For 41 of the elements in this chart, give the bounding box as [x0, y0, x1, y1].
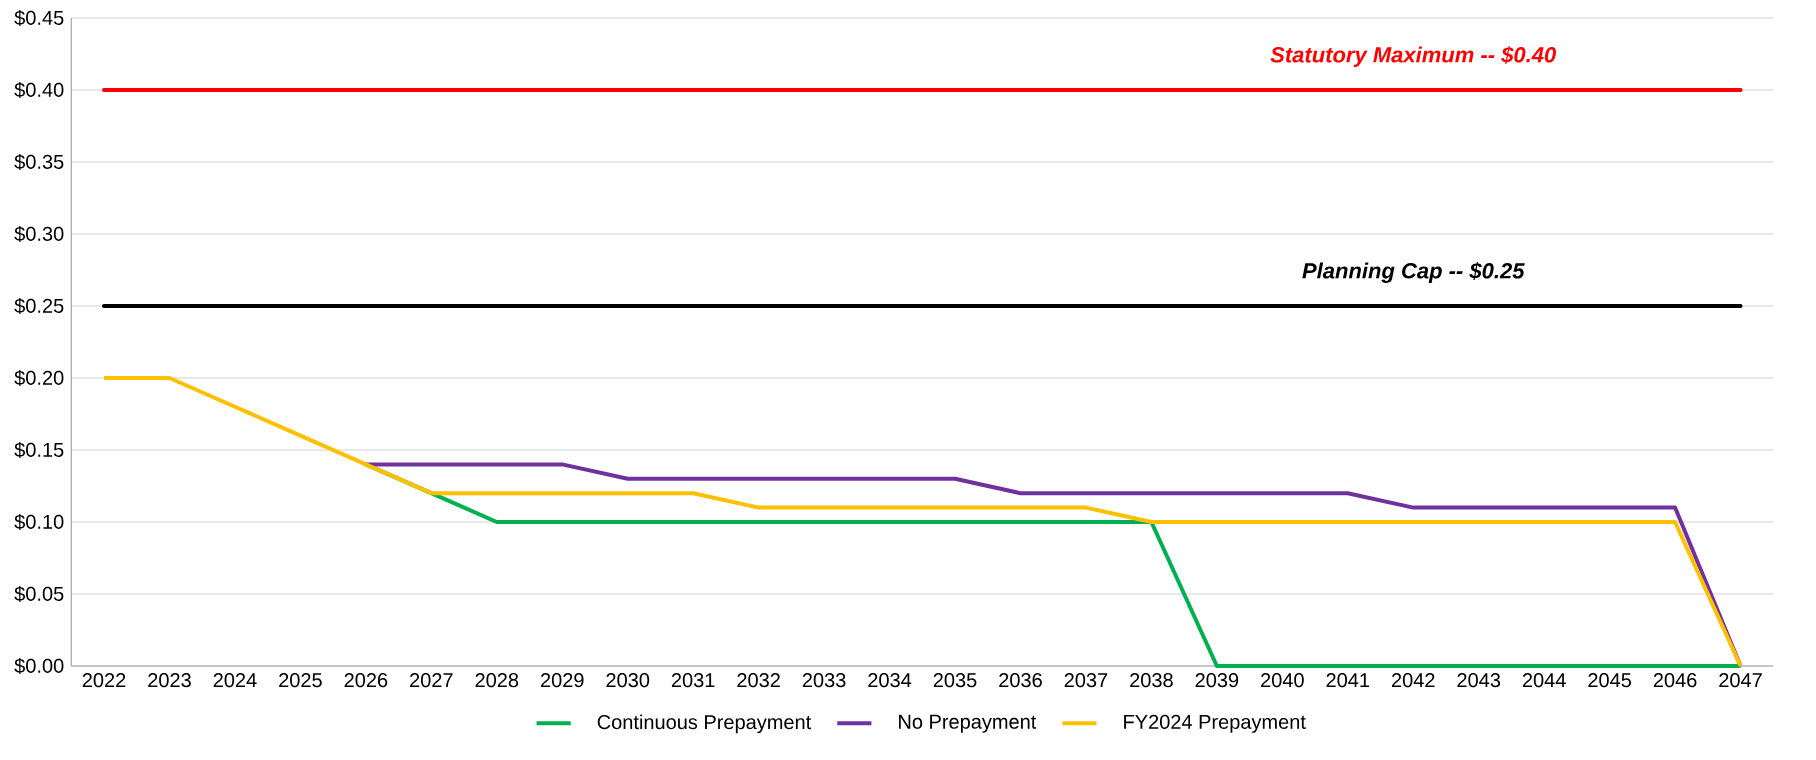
x-tick-label: 2041 [1326, 673, 1370, 688]
x-tick-label: 2035 [933, 673, 977, 688]
y-tick-label: $0.20 [14, 369, 64, 387]
x-tick-label: 2023 [148, 673, 191, 688]
legend-label: FY2024 Prepayment [1124, 714, 1306, 733]
y-tick-label: $0.35 [14, 153, 64, 171]
x-tick-label: 2037 [1064, 673, 1108, 688]
x-tick-label: 2030 [606, 673, 650, 688]
x-tick-label: 2038 [1130, 673, 1173, 688]
x-tick-label: 2045 [1588, 673, 1632, 688]
x-tick-label: 2042 [1391, 673, 1435, 688]
x-tick-label: 2032 [737, 673, 780, 688]
x-tick-label: 2044 [1522, 673, 1566, 688]
y-tick-label: $0.25 [14, 297, 64, 315]
x-tick-label: 2039 [1195, 673, 1239, 688]
x-tick-label: 2046 [1653, 673, 1697, 688]
y-tick-label: $0.00 [14, 657, 64, 675]
x-tick-label: 2043 [1457, 673, 1501, 688]
x-tick-label: 2022 [82, 673, 126, 688]
x-tick-label: 2034 [868, 673, 912, 688]
x-tick-label: 2031 [671, 673, 715, 688]
ref-line-label: Statutory Maximum -- $0.40 [1270, 46, 1557, 67]
x-tick-label: 2026 [344, 673, 388, 688]
y-tick-label: $0.30 [14, 225, 64, 243]
x-tick-label: 2024 [213, 673, 257, 688]
y-tick-label: $0.15 [14, 441, 64, 459]
x-tick-label: 2029 [541, 673, 584, 688]
x-tick-label: 2027 [410, 673, 453, 688]
x-tick-label: 2047 [1719, 673, 1762, 688]
legend-label: Continuous Prepayment [597, 714, 812, 734]
x-tick-label: 2033 [802, 673, 846, 688]
x-tick-label: 2036 [999, 673, 1042, 688]
ref-line-label: Planning Cap -- $0.25 [1302, 262, 1525, 283]
x-tick-label: 2025 [279, 673, 322, 688]
y-tick-label: $0.40 [14, 81, 64, 99]
legend-label: No Prepayment [899, 714, 1037, 733]
y-tick-label: $0.45 [14, 9, 64, 27]
y-tick-label: $0.05 [14, 585, 64, 603]
y-tick-label: $0.10 [14, 513, 64, 531]
x-tick-label: 2040 [1261, 673, 1304, 688]
x-tick-label: 2028 [475, 673, 519, 688]
